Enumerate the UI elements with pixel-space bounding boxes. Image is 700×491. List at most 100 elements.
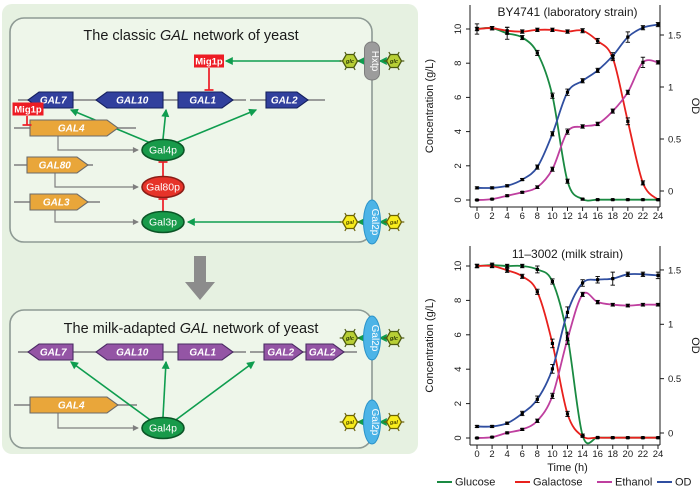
data-point bbox=[535, 165, 539, 169]
gene-label: GAL7 bbox=[40, 96, 67, 107]
xtick-label: 12 bbox=[562, 211, 573, 222]
transporter-Gal2p bbox=[363, 199, 381, 245]
inhibition-line bbox=[204, 68, 214, 91]
data-point bbox=[596, 39, 600, 43]
ytick-right-label: 1 bbox=[668, 82, 673, 93]
inhibition-line bbox=[158, 198, 168, 211]
data-point bbox=[565, 179, 570, 183]
ytick-right-label: 0.5 bbox=[668, 374, 681, 385]
panel-title-pre: The milk-adapted bbox=[64, 321, 180, 337]
ytick-right-label: 0 bbox=[668, 186, 673, 197]
ytick-left-label: 0 bbox=[453, 435, 464, 440]
data-point bbox=[656, 60, 660, 64]
data-point bbox=[475, 264, 479, 268]
data-point bbox=[611, 54, 615, 58]
sugar-hexagon bbox=[385, 414, 403, 430]
gene-label: GAL2 bbox=[309, 348, 336, 359]
data-point bbox=[596, 278, 600, 282]
gene-label: GAL2 bbox=[267, 348, 294, 359]
xtick-label: 18 bbox=[607, 449, 618, 460]
data-point bbox=[520, 177, 524, 182]
data-point bbox=[565, 412, 570, 416]
legend-label: Glucose bbox=[455, 477, 495, 489]
data-point bbox=[535, 185, 539, 189]
data-point bbox=[611, 303, 615, 307]
y-axis-label-right: OD bbox=[689, 337, 700, 354]
data-point bbox=[580, 197, 585, 201]
xtick-label: 4 bbox=[505, 211, 510, 222]
data-point bbox=[580, 29, 585, 33]
data-point bbox=[505, 29, 509, 33]
xtick-label: 20 bbox=[623, 211, 634, 222]
sugar-gal-icon: gal bbox=[339, 412, 361, 432]
data-point bbox=[565, 130, 570, 134]
sugar-label: gal bbox=[389, 220, 398, 226]
gene-arrow-GAL1 bbox=[177, 91, 234, 109]
ytick-left-label: 6 bbox=[453, 332, 464, 337]
sugar-glc-icon: glc bbox=[383, 328, 405, 348]
activation-arrow bbox=[172, 108, 258, 145]
data-point bbox=[505, 194, 509, 198]
chart-title: 11–3002 (milk strain) bbox=[512, 247, 623, 261]
y-axis-label-right: OD bbox=[689, 98, 700, 115]
protein-label: Gal4p bbox=[149, 145, 177, 157]
legend-item-OD: OD bbox=[657, 477, 692, 489]
sugar-hexagon bbox=[341, 214, 359, 230]
activation-arrow bbox=[172, 361, 255, 423]
data-point bbox=[490, 424, 494, 429]
data-point bbox=[505, 431, 509, 435]
data-point bbox=[535, 419, 539, 423]
data-point bbox=[596, 68, 600, 72]
xtick-label: 22 bbox=[638, 211, 649, 222]
gene-label: GAL4 bbox=[58, 124, 85, 135]
data-point bbox=[641, 26, 645, 30]
sugar-gal-icon: gal bbox=[383, 412, 405, 432]
legend-label: Galactose bbox=[533, 477, 583, 489]
panel-title-pre: The classic bbox=[83, 28, 160, 44]
data-point bbox=[520, 411, 524, 416]
transporter-Gal2p bbox=[363, 399, 381, 445]
ytick-left-label: 10 bbox=[453, 24, 464, 35]
gene-to-protein-arrow bbox=[57, 130, 139, 153]
data-point bbox=[641, 198, 645, 202]
data-point bbox=[565, 337, 570, 341]
data-point bbox=[490, 186, 494, 190]
data-point bbox=[596, 198, 600, 202]
y-axis-label-left: Concentration (g/L) bbox=[424, 298, 436, 392]
protein-label: Gal80p bbox=[146, 182, 180, 194]
data-point bbox=[611, 109, 615, 113]
data-point bbox=[550, 132, 555, 136]
sugar-glc-icon: glc bbox=[339, 328, 361, 348]
data-point bbox=[626, 119, 630, 123]
data-point bbox=[641, 272, 645, 276]
data-point bbox=[596, 436, 600, 440]
data-point bbox=[580, 292, 585, 296]
data-point bbox=[505, 268, 509, 272]
ytick-right-label: 0 bbox=[668, 428, 673, 439]
transporter-label: Gal2p bbox=[369, 325, 380, 352]
panel-title-text: The classic GAL network of yeast bbox=[83, 28, 298, 44]
data-point bbox=[565, 90, 570, 94]
sugar-hexagon bbox=[385, 330, 403, 346]
gene-label: GAL10 bbox=[116, 96, 149, 107]
data-point bbox=[626, 35, 630, 39]
gene-arrow-GAL4 bbox=[29, 396, 119, 414]
xtick-label: 2 bbox=[489, 211, 494, 222]
transporter-label: Hxtp bbox=[369, 51, 380, 72]
xtick-label: 14 bbox=[577, 211, 588, 222]
mig1p-label: Mig1p bbox=[195, 57, 223, 68]
protein-Gal4p bbox=[141, 416, 185, 440]
panel-title-post: network of yeast bbox=[209, 321, 319, 337]
gene-to-protein-arrow bbox=[57, 407, 139, 431]
gene-label: GAL1 bbox=[189, 348, 216, 359]
activation-arrow bbox=[70, 361, 154, 423]
data-point bbox=[520, 274, 524, 278]
ytick-left-label: 8 bbox=[453, 298, 464, 303]
mig1p-box bbox=[12, 102, 44, 116]
sugar-label: gal bbox=[389, 420, 398, 426]
sugar-hexagon bbox=[341, 414, 359, 430]
data-point bbox=[520, 427, 524, 431]
data-point bbox=[520, 29, 524, 34]
legend-label: Ethanol bbox=[615, 477, 652, 489]
data-point bbox=[505, 264, 509, 268]
